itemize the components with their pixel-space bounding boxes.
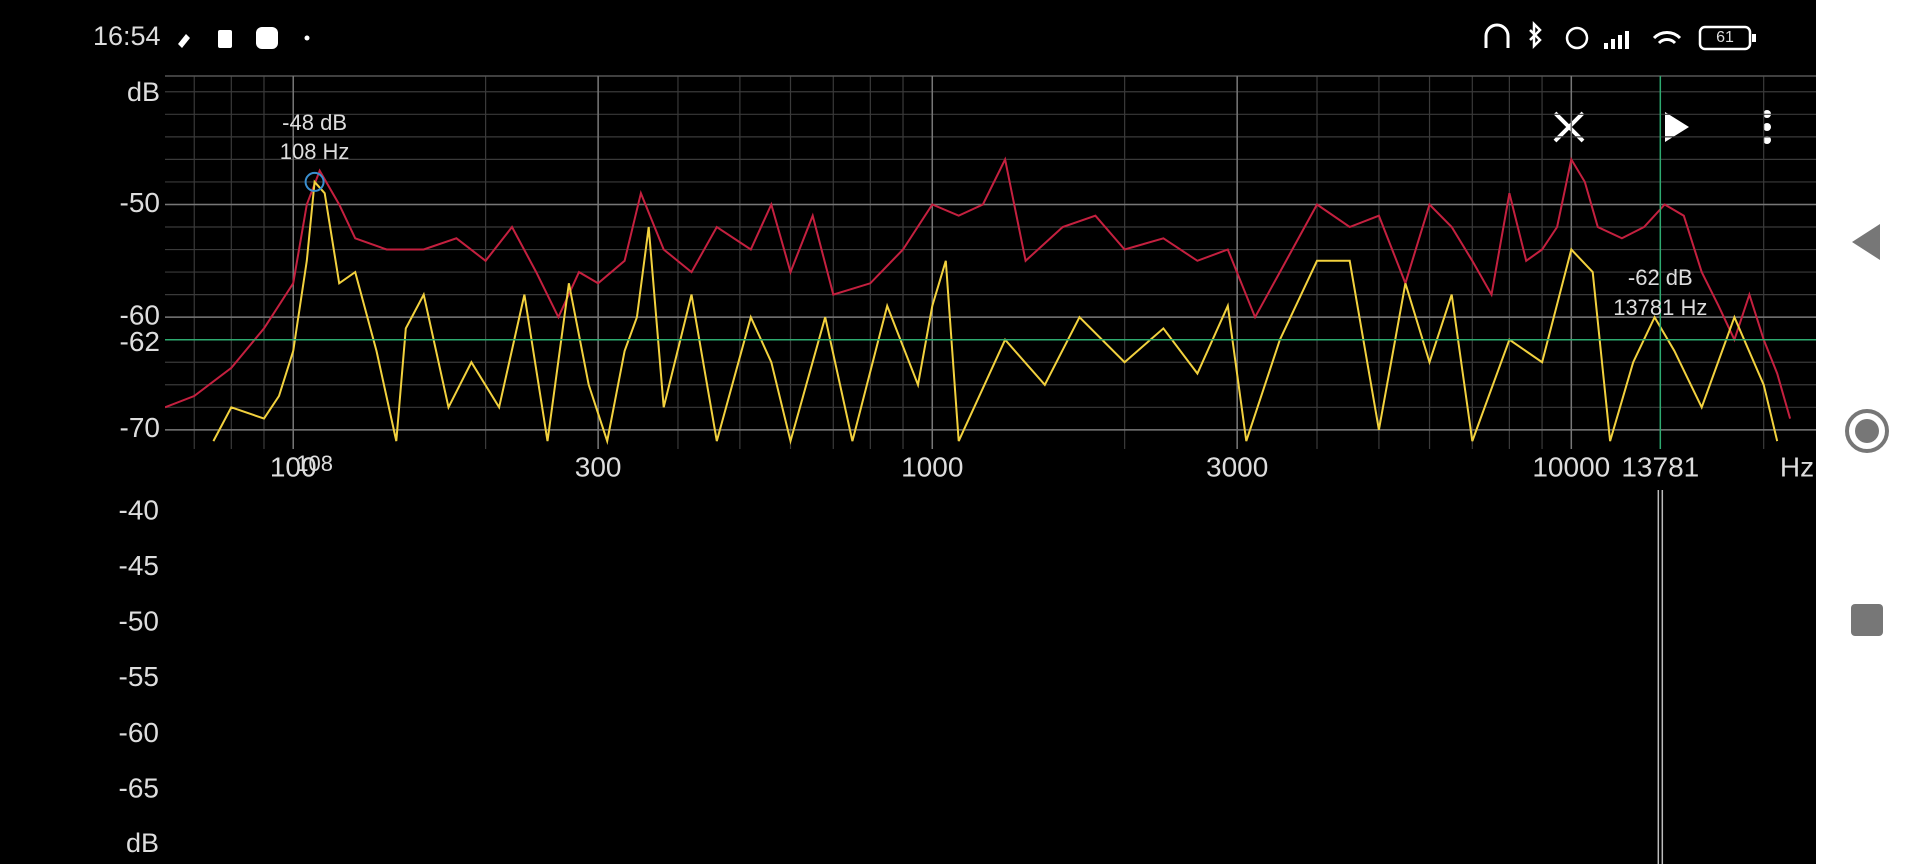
x-tick-label: 10000 [1532, 451, 1610, 482]
peak-x-axis-label: 108 [296, 451, 333, 476]
x-unit-label: Hz [1780, 451, 1814, 482]
x-tick-label: 300 [575, 451, 622, 482]
spectrum-line [165, 156, 1792, 419]
cursor-db-label: -62 dB [1628, 265, 1693, 290]
home-button[interactable] [1845, 409, 1889, 453]
y-unit-label: dB [127, 77, 160, 107]
play-button[interactable] [1665, 112, 1689, 142]
y-tick-label: -50 [120, 187, 160, 218]
y-tick-label: -70 [120, 412, 160, 443]
status-icons [178, 20, 1756, 51]
peak-db-label: -48 dB [282, 110, 347, 135]
peak-hz-label: 108 Hz [280, 139, 350, 164]
cursor-hz-label: 13781 Hz [1613, 295, 1707, 320]
plot-area [165, 156, 1792, 446]
colorbar-label: -40 [119, 494, 159, 525]
x-tick-label: 100 [270, 451, 317, 482]
colorbar-label: -65 [119, 772, 159, 803]
colorbar-label: -55 [119, 661, 159, 692]
back-button[interactable] [1852, 224, 1880, 260]
battery-level: 61 [1716, 29, 1734, 46]
peak-marker [304, 171, 325, 192]
colorbar-label: -60 [119, 717, 159, 748]
y-tick-label: -60 [120, 300, 160, 331]
colorbar-unit: dB [126, 828, 159, 858]
x-tick-label: 3000 [1206, 451, 1268, 482]
recents-button[interactable] [1851, 604, 1883, 636]
colorbar-label: -45 [119, 550, 159, 581]
spectrum-line [212, 179, 1779, 446]
colorbar-label: -50 [119, 606, 159, 637]
menu-button[interactable] [1763, 110, 1771, 144]
clock: 16:54 [93, 21, 161, 51]
cursor-y-axis-label: -62 [120, 326, 160, 357]
x-tick-label: 1000 [901, 451, 963, 482]
cursor-x-axis-label: 13781 [1621, 451, 1699, 482]
